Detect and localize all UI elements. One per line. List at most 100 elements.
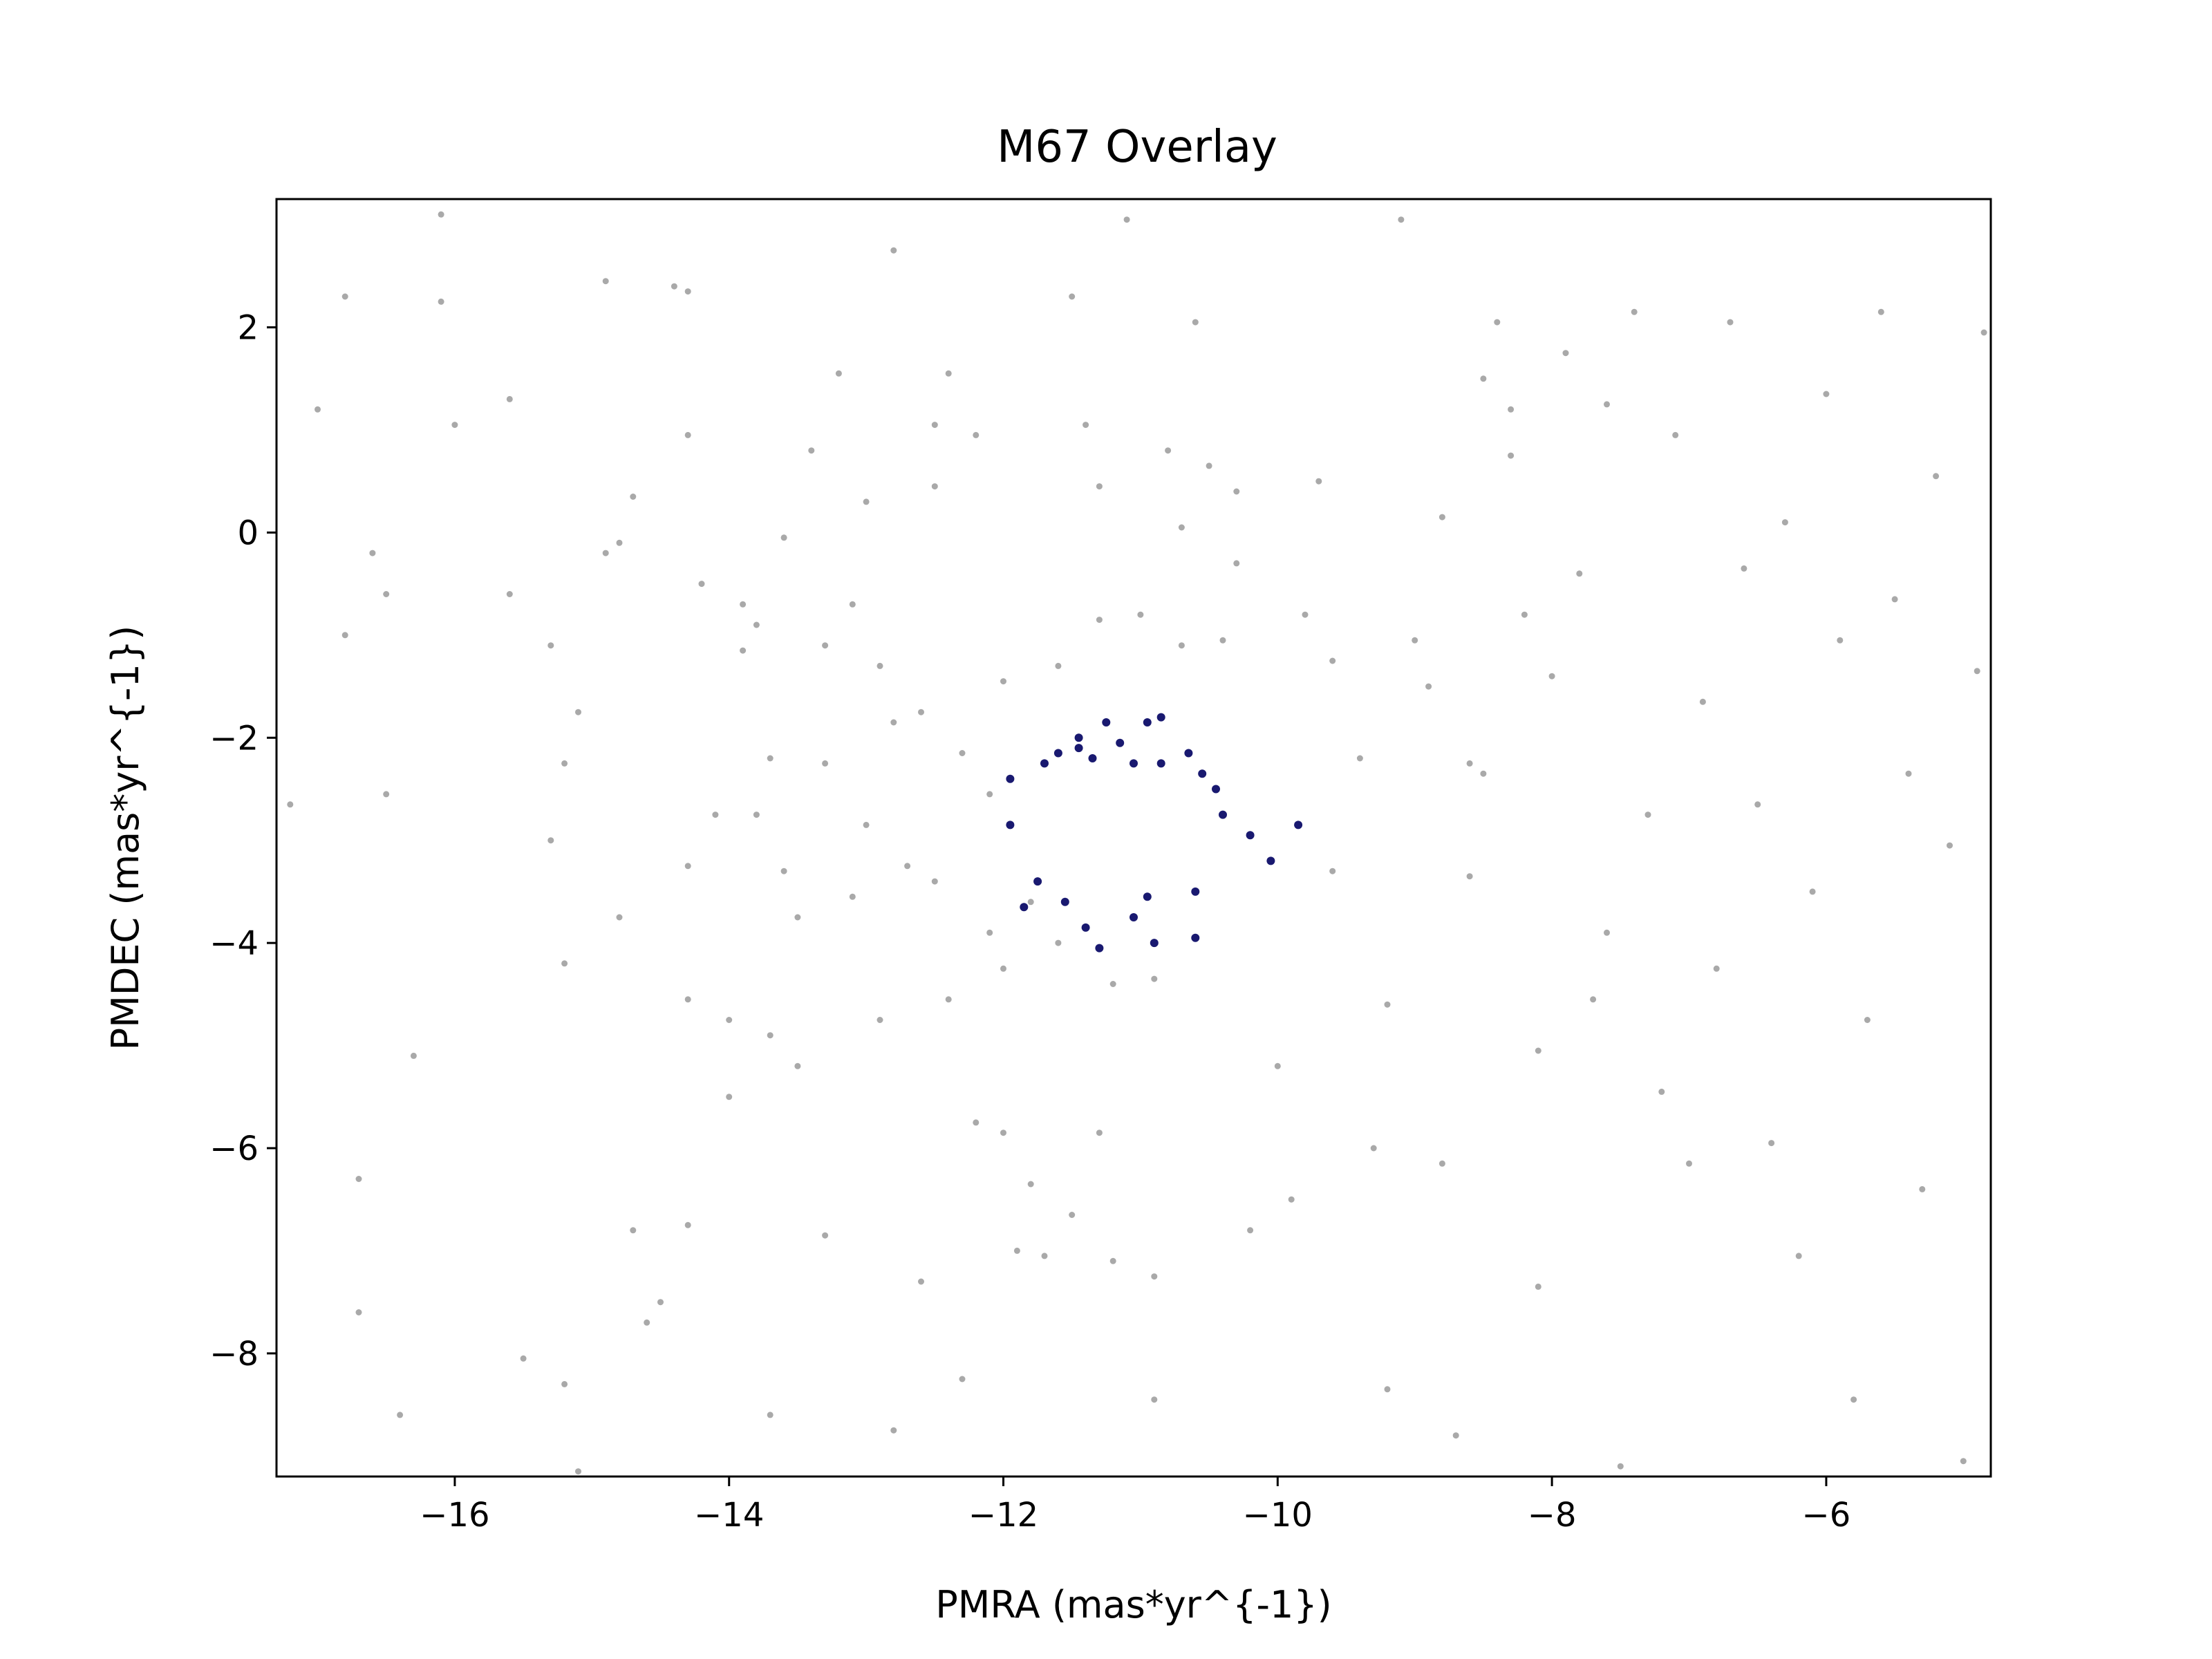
field-star-point (1590, 996, 1597, 1003)
field-star-point (561, 1380, 568, 1387)
member-star-point (1219, 810, 1227, 819)
field-star-point (1548, 673, 1555, 679)
field-star-point (684, 288, 691, 295)
member-star-point (1198, 769, 1207, 778)
field-star-point (1233, 560, 1240, 567)
field-star-point (1891, 596, 1898, 603)
field-star-point (575, 709, 581, 715)
y-axis-label: PMDEC (mas*yr^{-1}) (104, 626, 147, 1051)
field-star-point (822, 642, 829, 649)
field-star-point (1069, 1212, 1076, 1218)
field-star-point (904, 863, 911, 870)
field-star-point (767, 755, 774, 762)
field-star-point (1356, 755, 1363, 762)
field-star-point (931, 878, 938, 885)
field-star-point (1452, 1432, 1459, 1439)
member-star-point (1294, 821, 1303, 830)
field-star-point (1096, 617, 1103, 624)
points-layer (287, 211, 1987, 1475)
field-star-point (1370, 1145, 1377, 1152)
field-star-point (1713, 965, 1720, 972)
field-star-point (451, 422, 458, 429)
field-star-point (1617, 1463, 1624, 1470)
field-star-point (849, 893, 856, 900)
chart-title: M67 Overlay (997, 122, 1277, 173)
field-star-point (1000, 678, 1006, 685)
y-tick-label: −6 (209, 1130, 259, 1168)
field-star-point (383, 591, 390, 597)
field-star-point (1000, 965, 1006, 972)
member-star-point (1150, 939, 1159, 948)
member-star-point (1074, 744, 1083, 753)
member-star-point (1033, 877, 1042, 886)
field-star-point (1947, 842, 1953, 849)
field-star-point (973, 1119, 980, 1126)
field-star-point (547, 837, 554, 844)
field-star-point (684, 996, 691, 1003)
field-star-point (1219, 637, 1226, 644)
field-star-point (630, 494, 637, 500)
member-star-point (1130, 913, 1138, 921)
member-star-point (1102, 718, 1111, 727)
field-star-point (1974, 668, 1980, 675)
member-star-point (1040, 759, 1049, 768)
x-tick-label: −10 (1243, 1496, 1313, 1535)
field-star-point (1192, 319, 1199, 326)
member-star-point (1130, 759, 1138, 768)
member-star-point (1095, 944, 1104, 953)
field-star-point (547, 642, 554, 649)
member-star-point (1156, 713, 1165, 722)
field-star-point (918, 709, 924, 715)
field-star-point (616, 914, 623, 921)
field-star-point (1137, 611, 1144, 618)
field-star-point (1013, 1247, 1020, 1254)
field-star-point (1398, 216, 1405, 223)
field-star-point (1151, 1273, 1158, 1280)
field-star-point (1933, 473, 1940, 480)
field-star-point (1980, 329, 1987, 336)
member-star-point (1212, 785, 1220, 794)
x-tick-label: −16 (420, 1496, 489, 1535)
field-star-point (740, 647, 747, 654)
y-tick-label: −8 (209, 1335, 259, 1374)
field-star-point (698, 581, 705, 588)
field-star-point (780, 868, 787, 874)
member-star-point (1116, 738, 1125, 747)
field-star-point (753, 621, 760, 628)
field-star-point (397, 1412, 404, 1418)
field-star-point (1466, 760, 1473, 767)
field-star-point (630, 1227, 637, 1234)
field-star-point (575, 1468, 581, 1475)
field-star-point (1521, 611, 1528, 618)
member-star-point (1074, 733, 1083, 742)
member-star-point (1156, 759, 1165, 768)
field-star-point (644, 1319, 650, 1326)
field-star-point (959, 750, 966, 756)
field-star-point (931, 483, 938, 490)
field-star-point (1877, 308, 1884, 315)
field-star-point (1384, 1386, 1391, 1393)
member-star-point (1006, 774, 1015, 783)
x-axis-ticks: −16 −14 −12 −10 −8 −6 (420, 1477, 1850, 1535)
member-star-point (1081, 923, 1090, 932)
field-star-point (506, 591, 513, 597)
field-star-point (355, 1176, 362, 1182)
field-star-point (602, 550, 609, 556)
field-star-point (1000, 1130, 1006, 1136)
field-star-point (1727, 319, 1734, 326)
field-star-point (1069, 293, 1076, 300)
field-star-point (726, 1017, 733, 1023)
field-star-point (780, 534, 787, 541)
field-star-point (684, 863, 691, 870)
field-star-point (767, 1032, 774, 1039)
y-tick-label: 0 (237, 514, 259, 552)
field-star-point (1535, 1047, 1541, 1054)
field-star-point (1672, 431, 1679, 438)
field-star-point (1329, 868, 1336, 874)
field-star-point (890, 247, 897, 254)
field-star-point (1041, 1253, 1048, 1259)
plot-frame (275, 198, 1992, 1478)
field-star-point (287, 801, 294, 808)
field-star-point (1508, 406, 1515, 413)
member-star-point (1143, 892, 1152, 901)
